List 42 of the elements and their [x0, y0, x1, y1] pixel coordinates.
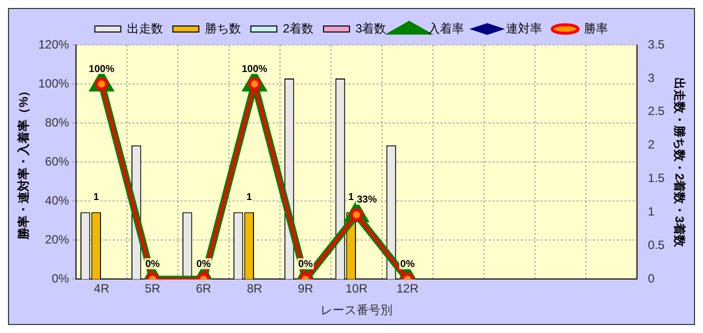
legend-label: 出走数: [126, 21, 163, 36]
y-tick-label: 80%: [45, 115, 70, 130]
y2-axis-title: 出走数・勝ち数・2着数・3着数: [672, 77, 686, 248]
y2-tick-label: 1.5: [648, 171, 665, 186]
legend-label: 2着数: [282, 21, 314, 36]
data-label: 0%: [298, 258, 313, 270]
legend-label: 勝率: [584, 21, 608, 36]
x-tick-label: 8R: [246, 282, 263, 296]
y-tick-label: 60%: [45, 154, 70, 168]
y2-tick-label: 2.5: [648, 104, 665, 118]
legend-label: 3着数: [356, 21, 386, 36]
y-tick-label: 20%: [45, 232, 70, 246]
data-label: 100%: [242, 64, 268, 75]
data-label: 0%: [145, 258, 160, 270]
y2-tick-label: 3: [648, 70, 655, 85]
x-tick-label: 5R: [144, 282, 161, 296]
y-tick-label: 40%: [45, 193, 70, 208]
data-label: 0%: [400, 258, 415, 270]
data-label: 1: [93, 192, 100, 204]
data-label: 1: [246, 192, 252, 204]
legend-label: 入着率: [428, 21, 464, 36]
y-tick-label: 100%: [38, 76, 70, 90]
y-tick-label: 120%: [38, 37, 70, 52]
x-tick-label: 9R: [298, 282, 314, 296]
x-tick-label: 12R: [396, 282, 419, 296]
y2-tick-label: 2: [648, 138, 655, 152]
x-tick-label: 4R: [94, 282, 110, 296]
x-tick-label: 6R: [196, 282, 212, 296]
y-axis-title: 勝率・連対率・入着率（%）: [16, 84, 31, 240]
data-label: 33%: [356, 194, 377, 206]
y2-tick-label: 0: [648, 272, 655, 286]
x-axis-title: レース番号別: [320, 303, 393, 318]
data-label: 0%: [196, 258, 211, 270]
y-tick-label: 0%: [52, 272, 70, 286]
legend-label: 勝ち数: [204, 21, 241, 36]
y2-tick-label: 0.5: [648, 238, 665, 252]
y2-tick-label: 3.5: [648, 37, 665, 52]
data-label: 1: [348, 192, 354, 204]
x-tick-label: 10R: [345, 282, 368, 296]
y2-tick-label: 1: [648, 204, 655, 219]
data-label: 100%: [88, 64, 114, 75]
legend-label: 連対率: [506, 21, 542, 36]
